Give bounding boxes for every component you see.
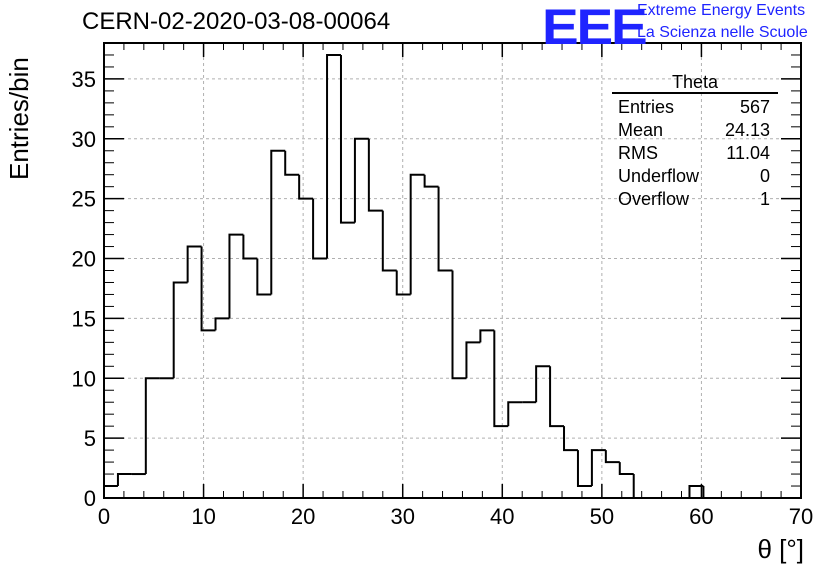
histogram-bin [493,330,509,428]
histogram-bin [353,137,369,223]
x-tick-label: 30 [390,504,414,529]
stats-value: 24.13 [724,120,770,140]
histogram-bin [228,233,244,319]
x-tick-label: 0 [98,504,110,529]
histogram-bin [367,138,383,212]
histogram-bin [172,281,188,379]
stats-label: Mean [618,120,664,140]
histogram-bin [339,54,355,224]
x-axis-label: θ [°] [757,534,804,564]
y-axis-label: Entries/bin [4,57,34,180]
histogram-bin [437,186,453,272]
histogram-bin [549,366,565,428]
logo-subtitle-2: La Scienza nelle Scuole [637,24,808,41]
stats-value: 11.04 [726,143,770,163]
stats-label: Underflow [618,166,700,186]
y-tick-label: 35 [72,67,96,92]
histogram-bin [214,317,230,331]
logo-subtitle-1: Extreme Energy Events [637,2,806,19]
y-tick-label: 5 [84,426,96,451]
histogram-bin [563,426,578,452]
axis-ticks [103,42,802,499]
histogram-bin [326,53,341,259]
histogram-bin [381,210,397,272]
histogram-bin [186,245,202,283]
histogram-bin [144,377,160,475]
stats-row-mean: Mean 24.13 [612,119,778,142]
stats-row-underflow: Underflow 0 [612,165,778,188]
histogram-bin [632,474,648,499]
histogram-bin [590,449,606,487]
histogram-bin [103,485,118,498]
x-tick-label: 70 [789,504,813,529]
y-tick-label: 15 [72,306,96,331]
x-tick-label: 60 [689,504,713,529]
y-tick-label: 30 [72,127,96,152]
x-tick-label: 40 [490,504,514,529]
histogram-bin [256,258,272,296]
x-tick-label: 20 [291,504,315,529]
histogram-bin [312,198,328,260]
histogram-bin [423,174,439,188]
histogram-bin [618,462,634,476]
stats-title: Theta [671,72,719,92]
histogram-bin [465,341,481,379]
x-tick-label: 50 [590,504,614,529]
stats-row-overflow: Overflow 1 [612,188,778,211]
y-tick-label: 10 [72,366,96,391]
histogram-bin [604,450,620,464]
y-tick-label: 0 [84,486,96,511]
histogram-bin [409,173,425,295]
histogram-bin [298,174,314,200]
stats-label: RMS [618,143,658,163]
histogram-bin [507,401,523,427]
stats-value: 567 [739,97,770,117]
eee-logo: EEE [542,0,648,55]
histogram-bin [451,270,467,380]
stats-row-rms: RMS 11.04 [612,142,778,165]
stats-row-entries: Entries 567 [612,96,778,119]
histogram-bin [535,365,551,403]
histogram-bin [479,329,495,343]
histogram-bin [200,246,216,332]
histogram-bin [688,485,704,498]
x-tick-label: 10 [191,504,215,529]
stats-value: 1 [759,189,770,209]
histogram-bin [242,234,258,260]
histogram-series [103,53,801,499]
stats-label: Overflow [618,189,690,209]
histogram-bin [116,473,132,487]
stats-value: 0 [759,166,770,186]
histogram-bin [270,149,286,295]
stats-box: Theta Entries 567 Mean 24.13 RMS 11.04 U… [612,72,778,211]
y-tick-label: 25 [72,187,96,212]
stats-divider [612,92,778,94]
histogram-bin [395,270,411,296]
stats-label: Entries [618,97,675,117]
chart-title: CERN-02-2020-03-08-00064 [82,8,391,35]
histogram-bin [702,486,718,499]
histogram-bin [576,450,592,488]
y-tick-label: 20 [72,247,96,272]
histogram-bin [284,150,300,176]
